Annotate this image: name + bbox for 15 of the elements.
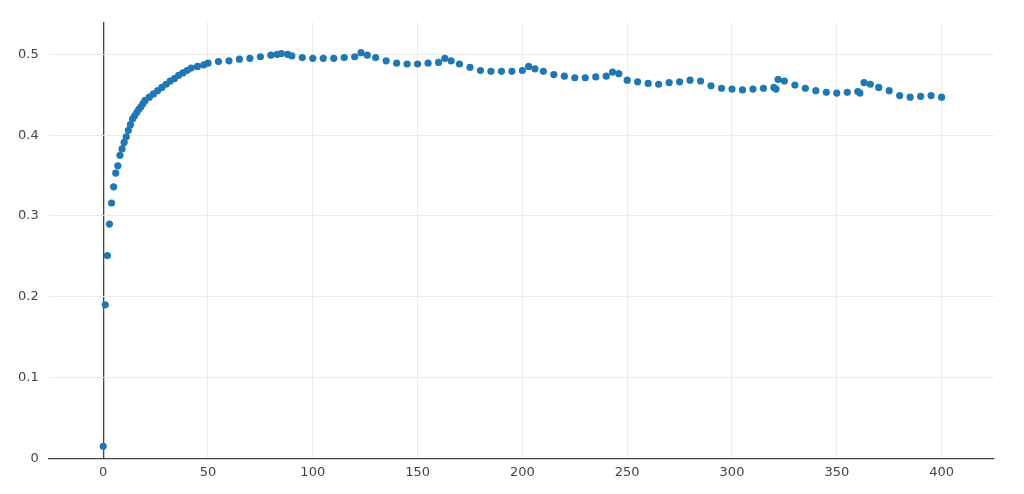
y-tick-label: 0.1 xyxy=(17,368,39,384)
y-tick-label: 0.4 xyxy=(17,126,39,142)
x-tick-label: 300 xyxy=(719,463,745,479)
x-tick-label: 400 xyxy=(929,463,955,479)
x-tick-label: 350 xyxy=(824,463,850,479)
y-tick-label: 0.5 xyxy=(17,45,39,61)
x-tick-label: 150 xyxy=(405,463,430,479)
x-tick-label: 100 xyxy=(300,463,326,479)
x-tick-label: 50 xyxy=(199,463,217,479)
x-tick-label: 0 xyxy=(99,463,108,479)
x-tick-label: 200 xyxy=(509,463,535,479)
x-tick-label: 250 xyxy=(614,463,640,479)
y-tick-label: 0 xyxy=(30,449,39,465)
y-tick-label: 0.3 xyxy=(17,207,39,223)
y-tick-label: 0.2 xyxy=(17,288,39,304)
